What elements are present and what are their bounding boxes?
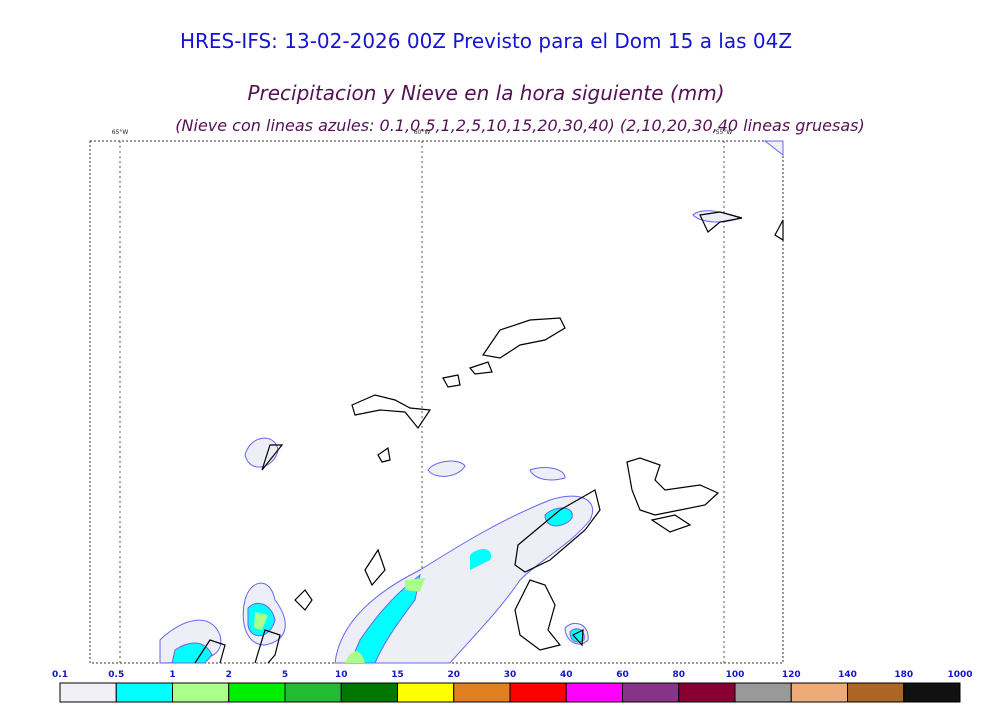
color-box (453, 682, 511, 703)
color-box (903, 682, 961, 703)
title: HRES-IFS: 13-02-2026 00Z Previsto para e… (180, 29, 792, 53)
color-box (790, 682, 848, 703)
colorbar-label: 15 (391, 670, 404, 680)
colorbar-label: 1 (169, 670, 175, 680)
color-box (847, 682, 905, 703)
map: 65°W 60°W 55°W (89, 129, 784, 664)
color-box (115, 682, 173, 703)
meridian-label: 60°W (414, 129, 431, 136)
meridian-label: 65°W (112, 129, 129, 136)
colorbar-label: 80 (672, 670, 685, 680)
color-box (340, 682, 398, 703)
colorbar-label: 5 (282, 670, 288, 680)
colorbar-label: 0.5 (108, 670, 124, 680)
coastline (194, 211, 784, 664)
color-box (565, 682, 623, 703)
color-box (172, 682, 230, 703)
colorbar-label: 40 (560, 670, 573, 680)
color-box (734, 682, 792, 703)
colorbar-label: 60 (616, 670, 629, 680)
colorbar-label: 20 (447, 670, 460, 680)
colorbar-label: 2 (226, 670, 232, 680)
colorbar-label: 100 (726, 670, 745, 680)
colorbar-label: 10 (335, 670, 348, 680)
colorbar-label: 0.1 (52, 670, 68, 680)
subtitle: Precipitacion y Nieve en la hora siguien… (247, 81, 724, 105)
colorbar-label: 1000 (947, 670, 972, 680)
colorbar-label: 30 (504, 670, 517, 680)
color-box (228, 682, 286, 703)
colorbar-label: 140 (838, 670, 857, 680)
color-box (59, 682, 117, 703)
color-box (397, 682, 455, 703)
color-box (509, 682, 567, 703)
colorbar-label: 180 (894, 670, 913, 680)
color-box (678, 682, 736, 703)
meridian-label: 55°W (716, 129, 733, 136)
color-box (622, 682, 680, 703)
note: (Nieve con lineas azules: 0.1,0.5,1,2,5,… (175, 116, 864, 135)
color-box (284, 682, 342, 703)
colorbar: 0.1 0.5 1 2 5 10 15 20 30 40 60 80 100 120 140 180 1000 (52, 670, 973, 703)
colorbar-label: 120 (782, 670, 801, 680)
